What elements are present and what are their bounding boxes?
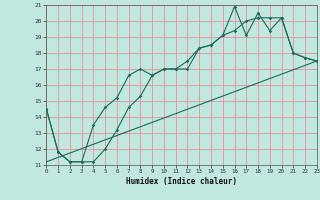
X-axis label: Humidex (Indice chaleur): Humidex (Indice chaleur) [126, 177, 237, 186]
